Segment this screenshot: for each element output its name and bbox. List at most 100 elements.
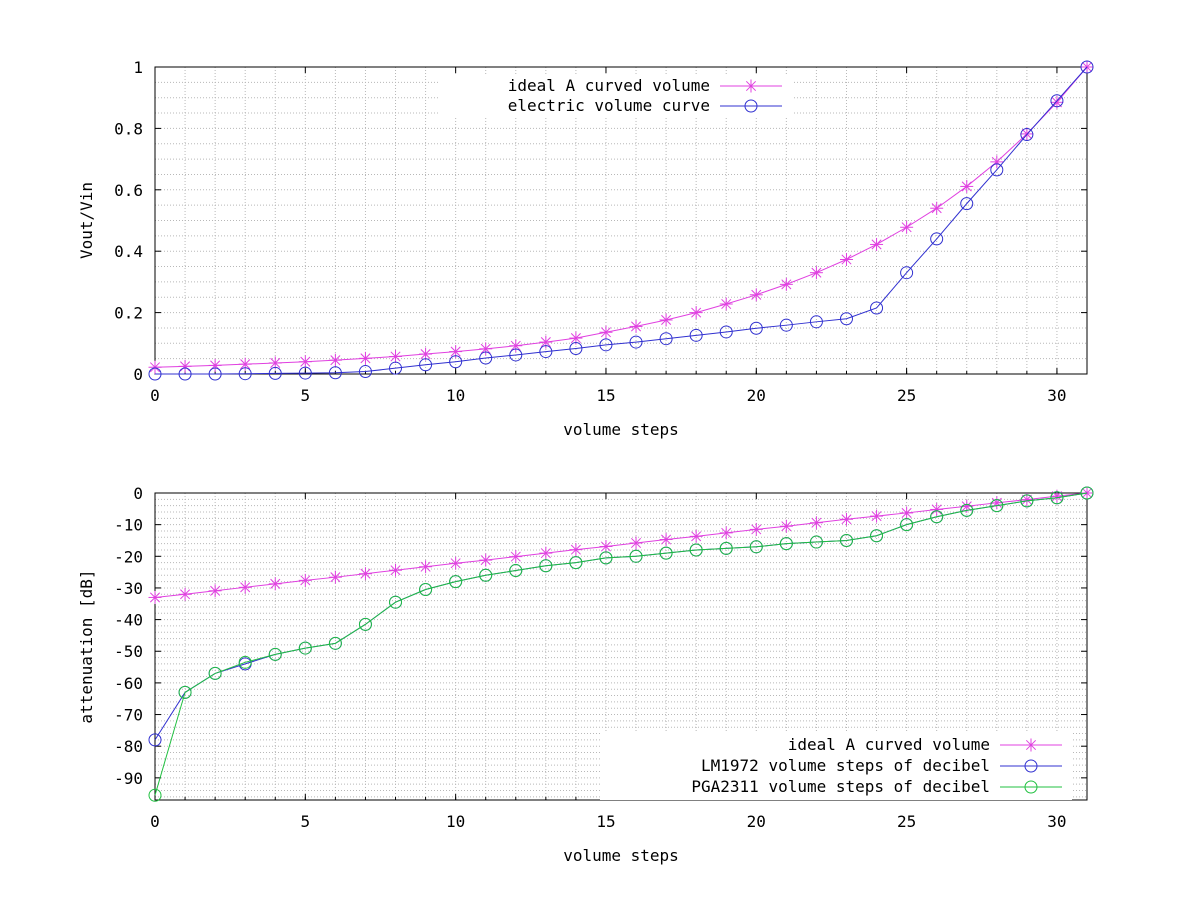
data-point [328,636,342,650]
data-point [569,543,583,557]
data-point [569,342,583,356]
data-point [419,583,433,597]
star-stroke [180,589,191,600]
star-stroke [901,507,912,518]
star-stroke [630,537,642,549]
data-point [1080,486,1094,500]
star-stroke [600,327,612,338]
star-stroke [691,531,702,542]
data-point [238,367,252,381]
data-point [449,556,463,570]
data-point [479,342,493,356]
data-point [1020,128,1034,142]
data-point [238,580,252,594]
data-point [1020,494,1034,508]
data-point [809,266,823,280]
y-tick-label: -70 [114,706,143,725]
data-point [870,529,884,543]
data-point [148,367,162,381]
x-tick-label: 15 [596,812,615,831]
star-stroke [841,254,852,265]
data-point [298,366,312,380]
data-point [744,99,758,113]
data-point [238,357,252,371]
data-point [268,577,282,591]
data-point [358,365,372,379]
star-stroke [630,321,642,332]
x-tick-label: 25 [897,812,916,831]
legend-label: ideal A curved volume [508,76,710,95]
data-point [178,685,192,699]
star-stroke [570,544,581,555]
data-point [870,509,884,523]
star-stroke [570,333,581,344]
data-point [1024,780,1038,794]
series-1 [148,60,1094,374]
star-stroke [745,80,757,92]
plot-frame [154,66,1088,375]
series-line [154,492,1088,741]
data-point [389,361,403,375]
y-tick-label: -20 [114,547,143,566]
star-stroke [751,524,762,535]
data-point [659,546,673,560]
series-line [154,492,1088,796]
star-stroke [360,353,371,364]
x-tick-label: 5 [301,812,311,831]
data-point [178,367,192,381]
y-tick-label: -50 [114,642,143,661]
data-point [1024,738,1038,752]
star-stroke [300,356,311,367]
data-point [930,502,944,516]
star-stroke [1021,494,1032,505]
data-point [328,353,342,367]
data-point [389,595,403,609]
y-axis-label: attenuation [dB] [77,569,96,723]
y-tick-label: -80 [114,737,143,756]
y-tick-label: 1 [133,58,143,77]
star-stroke [480,343,491,354]
data-point [689,328,703,342]
legend-item: ideal A curved volume [788,735,1062,754]
data-point [689,306,703,320]
star-stroke [210,585,221,596]
legend-label: PGA2311 volume steps of decibel [691,777,990,796]
data-point [539,546,553,560]
star-stroke [510,551,521,562]
legend-label: electric volume curve [508,96,710,115]
data-point [419,358,433,372]
data-point [629,536,643,550]
data-point [659,313,673,327]
data-point [389,563,403,577]
data-point [358,567,372,581]
data-point [900,506,914,520]
data-point [509,550,523,564]
data-point [599,539,613,553]
series-2 [148,60,1094,381]
legend-item: ideal A curved volume [508,76,782,95]
data-point [629,319,643,333]
star-stroke [811,267,822,278]
y-tick-label: 0.8 [114,119,143,138]
y-tick-label: -10 [114,516,143,535]
data-point [930,510,944,524]
data-point [749,540,763,554]
data-point [419,560,433,574]
data-point [744,79,758,93]
y-axis-label: Vout/Vin [77,182,96,259]
data-point [449,575,463,589]
star-stroke [270,357,281,368]
star-stroke [330,572,341,583]
legend-box [440,74,792,118]
star-stroke [961,181,972,192]
star-stroke [390,565,401,576]
star-stroke [961,501,972,512]
star-stroke [841,514,852,525]
data-point [298,355,312,369]
data-point [719,526,733,540]
star-stroke [1025,739,1037,751]
data-point [960,179,974,193]
series-3 [148,486,1094,802]
data-point [629,549,643,563]
